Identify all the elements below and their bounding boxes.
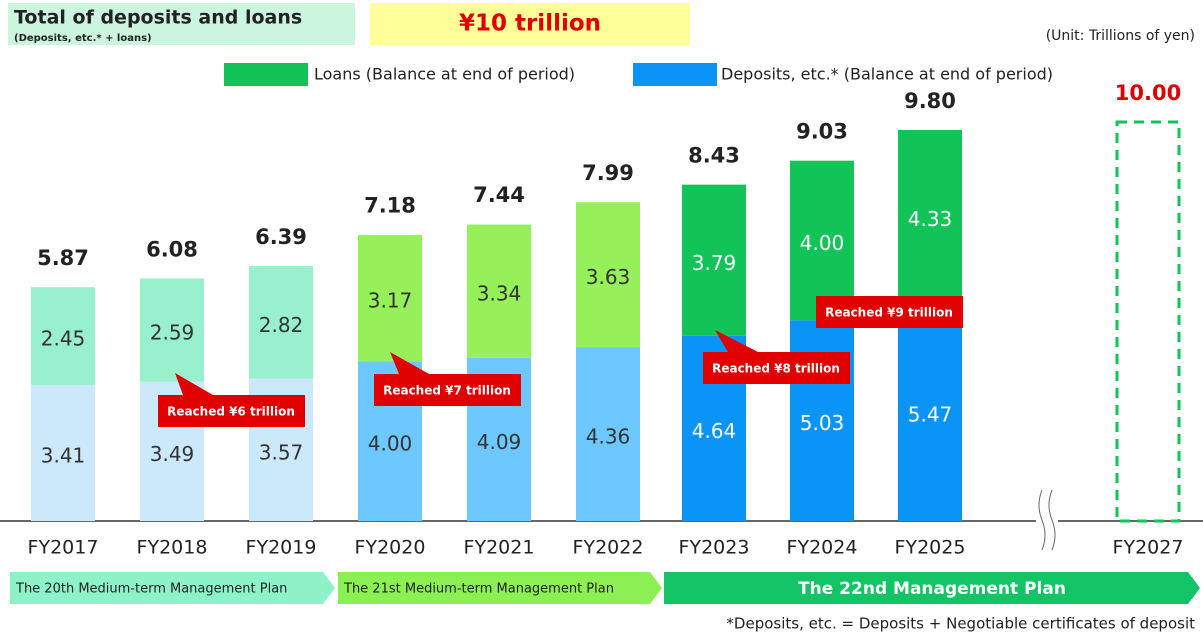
callout-pointer [715,330,758,352]
bar-segment [31,384,95,521]
x-tick-label: FY2025 [895,537,966,559]
target-outline [1115,120,1181,523]
legend-swatch [633,63,717,86]
value-label: 3.79 [692,251,737,275]
plan-banner [338,572,662,604]
x-tick-label: FY2027 [1113,537,1184,559]
bar-segment [898,129,962,303]
callout-box [816,296,963,328]
value-label: 4.00 [800,231,845,255]
value-label: 5.47 [908,402,953,426]
total-label: 8.43 [688,144,740,168]
callout-text: Reached ¥9 trillion [825,306,953,320]
footnote: *Deposits, etc. = Deposits + Negotiable … [726,615,1195,633]
plan-banner [664,572,1200,604]
plan-label: The 22nd Management Plan [798,579,1066,599]
headline: ¥10 trillion [459,11,601,37]
unit: (Unit: Trillions of yen) [1046,28,1195,44]
total-label: 9.80 [904,89,956,113]
value-label: 2.45 [41,327,86,351]
x-tick-label: FY2018 [137,537,208,559]
callout-box [374,374,521,406]
x-tick-label: FY2022 [573,537,644,559]
title-box [8,3,355,45]
callout-box [703,352,850,384]
value-label: 4.64 [692,419,737,443]
total-label: 6.39 [255,225,307,249]
x-tick-label: FY2021 [464,537,535,559]
total-label: 5.87 [37,246,89,270]
axis-break-mark [1038,489,1056,551]
legend-label: Loans (Balance at end of period) [314,65,575,84]
value-label: 5.03 [800,411,845,435]
total-label: 7.18 [364,194,416,218]
total-label: 7.44 [473,183,525,207]
x-tick-label: FY2020 [355,537,426,559]
total-label: 10.00 [1115,81,1181,105]
plan-label: The 21st Medium-term Management Plan [343,582,614,597]
bar-segment [140,278,204,382]
bar-segment [467,224,531,358]
bar-segment [31,287,95,385]
value-label: 3.17 [368,289,413,313]
bar-segment [790,160,854,321]
axis-break [1036,505,1058,545]
value-label: 4.00 [368,432,413,456]
callout-pointer [175,373,213,395]
total-label: 9.03 [796,120,848,144]
headline-box [370,3,690,45]
value-label: 4.33 [908,207,953,231]
bar-segment [249,266,313,379]
value-label: 4.36 [586,425,631,449]
chart-title: Total of deposits and loans [14,7,302,29]
bar-segment [576,347,640,521]
x-tick-label: FY2019 [246,537,317,559]
value-label: 3.63 [586,265,631,289]
bar-segment [358,234,422,362]
plan-banner [10,572,335,604]
value-label: 3.41 [41,443,86,467]
callout-text: Reached ¥8 trillion [712,362,840,376]
bar-segment [576,202,640,348]
value-label: 3.57 [259,440,304,464]
x-tick-label: FY2017 [28,537,99,559]
x-tick-label: FY2024 [787,537,858,559]
plan-label: The 20th Medium-term Management Plan [15,582,287,597]
chart-subtitle: (Deposits, etc.* + loans) [14,33,152,44]
total-label: 6.08 [146,237,198,261]
x-tick-label: FY2023 [679,537,750,559]
callout-text: Reached ¥6 trillion [167,405,295,419]
legend-label: Deposits, etc.* (Balance at end of perio… [721,65,1053,84]
callout-box [158,395,305,427]
legend-swatch [224,63,308,86]
value-label: 3.34 [477,282,522,306]
value-label: 4.09 [477,430,522,454]
value-label: 3.49 [150,442,195,466]
total-label: 7.99 [582,161,634,185]
callout-pointer [390,352,429,374]
value-label: 2.82 [259,313,304,337]
callout-text: Reached ¥7 trillion [383,384,511,398]
bar-segment [898,302,962,521]
bar-segment [682,184,746,336]
value-label: 2.59 [150,321,195,345]
